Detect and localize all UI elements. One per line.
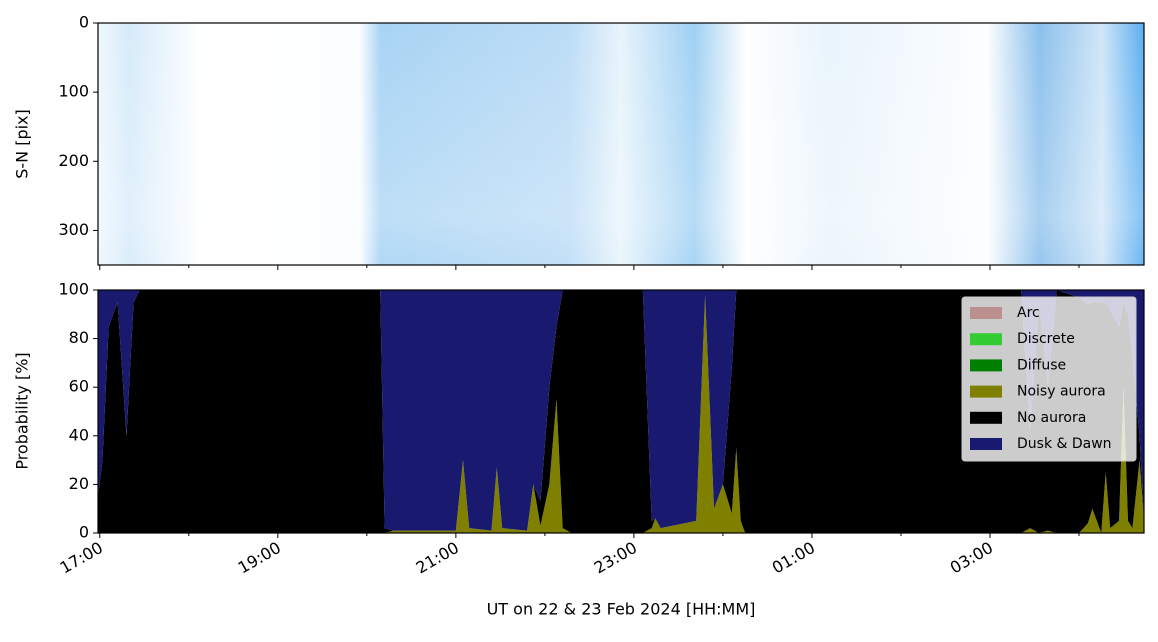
probability-plot (98, 290, 1144, 533)
legend-swatch (970, 333, 1002, 346)
y-tick-label: 0 (79, 523, 89, 542)
x-tick-label: 01:00 (769, 538, 818, 578)
y-tick-label: 200 (58, 151, 89, 170)
y-tick-label: 20 (69, 474, 89, 493)
x-tick-label: 19:00 (235, 538, 284, 578)
legend-label: Arc (1017, 305, 1040, 321)
legend-label: Discrete (1017, 331, 1075, 347)
y-tick-label: 0 (79, 13, 89, 32)
y-tick-label: 40 (69, 425, 89, 444)
legend-swatch (970, 385, 1002, 398)
y-tick-label: 100 (58, 82, 89, 101)
y-tick-label: 300 (58, 220, 89, 239)
legend-label: Noisy aurora (1017, 384, 1106, 400)
legend-swatch (970, 411, 1002, 424)
legend-label: No aurora (1017, 410, 1086, 426)
legend-label: Diffuse (1017, 357, 1066, 373)
legend-swatch (970, 438, 1002, 450)
y-axis-label: S-N [pix] (13, 109, 32, 179)
legend-label: Dusk & Dawn (1017, 436, 1112, 452)
y-tick-label: 100 (58, 280, 89, 299)
y-tick-label: 80 (69, 328, 89, 347)
x-tick-label: 03:00 (947, 538, 996, 578)
y-axis-label: Probability [%] (13, 352, 32, 469)
keogram-shade (98, 23, 1144, 265)
x-axis-label: UT on 22 & 23 Feb 2024 [HH:MM] (487, 600, 756, 619)
x-tick-label: 23:00 (591, 538, 640, 578)
legend-box (961, 296, 1137, 462)
axes-frame (97, 22, 1145, 266)
legend-swatch (970, 307, 1002, 319)
area (98, 290, 1144, 533)
axes-frame (97, 289, 1145, 534)
y-tick-label: 60 (69, 377, 89, 396)
x-tick-label: 17:00 (57, 538, 106, 578)
x-tick-label: 21:00 (413, 538, 462, 578)
legend-swatch (970, 359, 1002, 372)
